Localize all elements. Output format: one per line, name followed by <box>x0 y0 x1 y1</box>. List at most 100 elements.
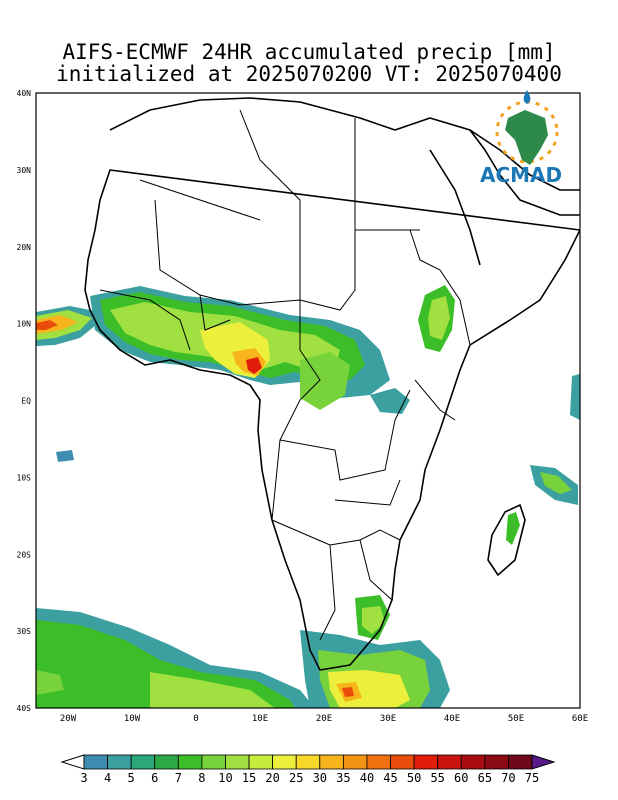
border-line <box>239 109 301 300</box>
colorbar-level-label: 6 <box>151 771 158 785</box>
precip-gabon-blob <box>56 450 74 462</box>
border-line <box>279 300 411 481</box>
colorbar-swatch <box>295 754 321 770</box>
precip-indian-ocean-core <box>540 472 572 494</box>
africa-map-logo-icon <box>495 90 559 165</box>
border-line <box>409 229 471 346</box>
map-frame <box>35 92 581 709</box>
colorbar-swatch <box>177 754 203 770</box>
colorbar-swatch <box>248 754 274 770</box>
precip-south-atlantic-west <box>36 670 64 695</box>
x-axis-labels: 20W 10W 0 10E 20E 30E 40E 50E 60E <box>60 714 588 724</box>
colorbar-swatch <box>390 754 415 770</box>
border-line <box>99 289 191 351</box>
colorbar-swatch <box>508 754 533 770</box>
chart-title-line1: AIFS-ECMWF 24HR accumulated precip [mm] <box>62 40 556 64</box>
colorbar-swatch <box>272 754 297 770</box>
colorbar-level-label: 40 <box>360 771 374 785</box>
colorbar-swatch <box>460 754 486 770</box>
colorbar-level-label: 15 <box>242 771 256 785</box>
colorbar-level-label: 35 <box>336 771 350 785</box>
precip-lesotho-core <box>362 606 385 634</box>
colorbar-level-label: 4 <box>104 771 111 785</box>
y-tick-label: 40S <box>17 704 32 713</box>
border-line <box>329 529 401 546</box>
colorbar-level-label: 70 <box>501 771 515 785</box>
colorbar-level-label: 30 <box>313 771 327 785</box>
precip-east-indian <box>570 374 580 420</box>
colorbar-level-label: 75 <box>525 771 539 785</box>
colorbar-level-label: 3 <box>80 771 87 785</box>
precip-shading <box>36 285 580 708</box>
arabia-coast <box>469 129 580 191</box>
x-tick-label: 20W <box>60 714 77 724</box>
border-line <box>199 294 231 331</box>
colorbar-level-label: 55 <box>430 771 444 785</box>
colorbar-level-label: 60 <box>454 771 468 785</box>
colorbar-swatch <box>319 754 344 770</box>
y-tick-label: EQ <box>21 397 31 406</box>
precip-south-atlantic-green <box>36 620 295 708</box>
colorbar-swatch <box>484 754 509 770</box>
precip-gulf-guinea-red <box>246 357 262 374</box>
x-tick-label: 0 <box>193 714 198 724</box>
precip-central-africa <box>300 352 350 410</box>
x-tick-label: 50E <box>508 714 524 724</box>
border-line <box>154 199 420 311</box>
red-sea-coast <box>429 149 481 266</box>
colorbar-swatch <box>154 754 179 770</box>
colorbar: 3 4 5 6 7 8 10 15 20 25 30 35 40 45 50 55 60 65 70 75 <box>60 754 556 785</box>
y-tick-label: 10S <box>17 473 32 482</box>
y-axis-labels: 40N 30N 20N 10N EQ 10S 20S 30S 40S <box>17 89 32 713</box>
colorbar-level-label: 8 <box>198 771 205 785</box>
border-line <box>139 179 261 221</box>
x-tick-label: 40E <box>444 714 460 724</box>
colorbar-under-arrow <box>60 754 85 770</box>
colorbar-level-label: 5 <box>128 771 135 785</box>
precip-south-atlantic-light <box>150 672 275 708</box>
colorbar-level-label: 65 <box>478 771 492 785</box>
precip-ethiopia-core <box>428 296 450 340</box>
precip-west-atlantic-max <box>36 320 58 330</box>
y-tick-label: 30N <box>17 166 32 175</box>
madagascar-coastline <box>487 504 526 576</box>
colorbar-over-arrow <box>531 754 556 770</box>
border-line <box>271 439 336 641</box>
border-line <box>414 379 456 421</box>
country-borders <box>99 109 471 641</box>
logo-text: ACMAD <box>480 163 562 187</box>
x-tick-label: 30E <box>380 714 396 724</box>
colorbar-swatch <box>107 754 132 770</box>
colorbar-swatch <box>366 754 391 770</box>
colorbar-swatch <box>201 754 226 770</box>
y-tick-label: 20N <box>17 243 32 252</box>
y-tick-label: 10N <box>17 320 32 329</box>
border-line <box>359 539 393 601</box>
colorbar-level-label: 7 <box>175 771 182 785</box>
x-tick-label: 10E <box>252 714 268 724</box>
colorbar-level-label: 10 <box>218 771 232 785</box>
colorbar-level-label: 45 <box>383 771 397 785</box>
precip-madagascar <box>506 512 520 545</box>
colorbar-swatch <box>413 754 439 770</box>
colorbar-swatch <box>225 754 250 770</box>
colorbar-swatch <box>130 754 156 770</box>
colorbar-level-label: 50 <box>407 771 421 785</box>
coastlines <box>84 97 580 671</box>
x-tick-label: 10W <box>124 714 141 724</box>
colorbar-swatch <box>437 754 462 770</box>
africa-coastline <box>84 97 580 671</box>
colorbar-swatch <box>83 754 108 770</box>
precip-south-africa-red <box>342 687 354 697</box>
acmad-logo: ACMAD <box>480 90 562 187</box>
x-tick-label: 60E <box>572 714 588 724</box>
chart-title-line2: initialized at 2025070200 VT: 2025070400 <box>56 62 562 86</box>
y-tick-label: 30S <box>17 627 32 636</box>
precip-lake-victoria <box>370 388 410 414</box>
y-tick-label: 20S <box>17 550 32 559</box>
colorbar-swatch <box>342 754 368 770</box>
x-tick-label: 20E <box>316 714 332 724</box>
border-line <box>334 479 401 506</box>
y-tick-label: 40N <box>17 89 32 98</box>
